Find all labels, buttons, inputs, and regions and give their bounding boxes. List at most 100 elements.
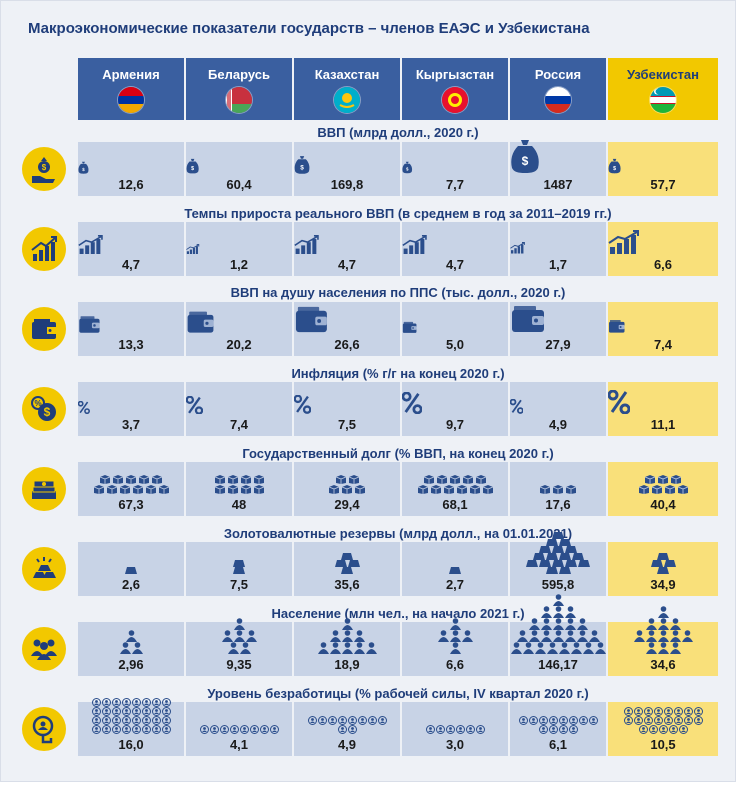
gold-icon [294,546,400,574]
people-icon [186,618,292,654]
value-label: 4,9 [548,417,568,432]
header-country-4: Россия [510,58,606,120]
value-label: 18,9 [334,657,360,672]
value-cell: 3,7 [78,382,184,436]
svg-text:$: $ [44,405,51,419]
value-cell: 16,0 [78,698,184,756]
boxes-icon [608,468,718,494]
value-label: 6,6 [445,657,465,672]
people-icon [294,618,400,654]
boxes-icon [294,468,400,494]
value-label: 7,5 [229,577,249,592]
value-label: 27,9 [545,337,571,352]
value-label: 4,1 [229,737,249,752]
gold-icon [510,532,606,574]
value-cell: 2,96 [78,622,184,676]
svg-text:$: $ [406,167,409,172]
money-bag-icon: $ [186,158,292,174]
flag-icon [334,87,360,113]
value-cell: 9,35 [186,618,292,676]
svg-text:$: $ [300,164,304,171]
indicator-row: 16,0 4,1 4,9 3,0 6,1 10,5 [78,698,718,756]
flag-icon [226,87,252,113]
value-label: 35,6 [334,577,360,592]
section-title: Население (млн чел., на начало 2021 г.) [271,606,525,621]
people-icon [510,594,606,654]
indicator-row: 67,3 48 29,4 68,1 17,6 40,4 [78,462,718,516]
people-icon [402,618,508,654]
growth-icon [78,234,184,254]
value-label: 1,7 [548,257,568,272]
unemployed-icon [510,704,606,734]
country-name: Узбекистан [626,67,699,82]
value-label: 4,7 [337,257,357,272]
value-label: 7,4 [653,337,673,352]
svg-text:$: $ [42,163,47,172]
boxes-icon [402,468,508,494]
value-cell: 2,7 [402,542,508,596]
money-bag-icon: $ [78,161,184,174]
value-cell: 7,4 [608,302,718,356]
section-title: Инфляция (% г/г на конец 2020 г.) [291,366,505,381]
value-label: 16,0 [118,737,144,752]
value-cell: $12,6 [78,142,184,196]
value-cell: $60,4 [186,142,292,196]
value-cell: $1487 [510,140,606,196]
svg-text:$: $ [522,154,529,168]
job-search-icon [22,707,66,751]
value-label: 7,4 [229,417,249,432]
wallet-icon [608,319,718,334]
percent-icon [608,390,718,414]
value-cell: 48 [186,462,292,516]
flag-icon [118,87,144,113]
money-bag-icon: $ [402,161,508,174]
value-label: 595,8 [541,577,575,592]
section-title: Государственный долг (% ВВП, на конец 20… [242,446,554,461]
value-cell: 146,17 [510,594,606,676]
value-label: 68,1 [442,497,468,512]
gold-icon [78,546,184,574]
value-label: 29,4 [334,497,360,512]
value-cell: 4,9 [294,702,400,756]
value-cell: 40,4 [608,462,718,516]
country-name: Россия [534,67,582,82]
indicator-row: 3,7 7,4 7,5 9,7 4,9 11,1 [78,382,718,436]
value-cell: 26,6 [294,302,400,356]
section-title: Темпы прироста реального ВВП (в среднем … [184,206,612,221]
value-cell: $169,8 [294,142,400,196]
unemployed-icon [294,704,400,734]
money-hand-icon: $ [22,147,66,191]
value-cell: 5,0 [402,302,508,356]
percent-icon [402,392,508,414]
value-cell: $57,7 [608,142,718,196]
value-cell: 13,3 [78,302,184,356]
people-icon [22,627,66,671]
value-cell: 67,3 [78,462,184,516]
value-label: 9,7 [445,417,465,432]
gold-icon [402,546,508,574]
value-label: 146,17 [538,657,578,672]
value-label: 6,6 [653,257,673,272]
percent-icon [510,399,606,414]
wallet-icon [22,307,66,351]
value-label: 10,5 [650,737,676,752]
money-bag-icon: $ [510,138,606,174]
wallet-icon [186,310,292,334]
boxes-icon [78,468,184,494]
value-cell: 17,6 [510,462,606,516]
svg-text:$: $ [191,166,194,172]
boxes-icon [186,468,292,494]
value-label: 34,9 [650,577,676,592]
section-title: Золотовалютные резервы (млрд долл., на 0… [223,526,573,541]
value-cell: 1,7 [510,222,606,276]
value-label: 34,6 [650,657,676,672]
wallet-icon [294,305,400,334]
value-cell: 34,9 [608,542,718,596]
value-label: 11,1 [650,417,676,432]
value-label: 4,7 [445,257,465,272]
country-name: Казахстан [314,67,380,82]
boxes-icon [510,468,606,494]
percent-icon [78,401,184,414]
value-label: 7,5 [337,417,357,432]
percent-coin-icon: $% [22,387,66,431]
